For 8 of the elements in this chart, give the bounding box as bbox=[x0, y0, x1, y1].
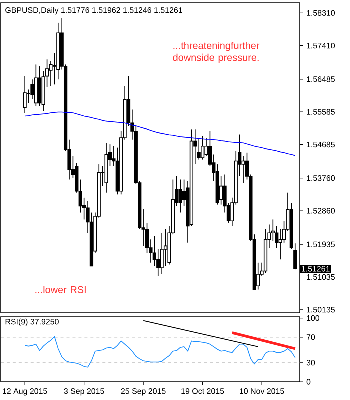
candlestick bbox=[160, 232, 164, 275]
annotation: ...lower RSI bbox=[36, 286, 86, 294]
candlestick bbox=[23, 76, 27, 114]
candlestick bbox=[242, 156, 246, 184]
candlestick bbox=[178, 179, 182, 214]
annotation: ...threateningfurther downside pressure. bbox=[173, 42, 260, 64]
candlestick bbox=[201, 136, 205, 160]
candlestick bbox=[30, 79, 34, 100]
